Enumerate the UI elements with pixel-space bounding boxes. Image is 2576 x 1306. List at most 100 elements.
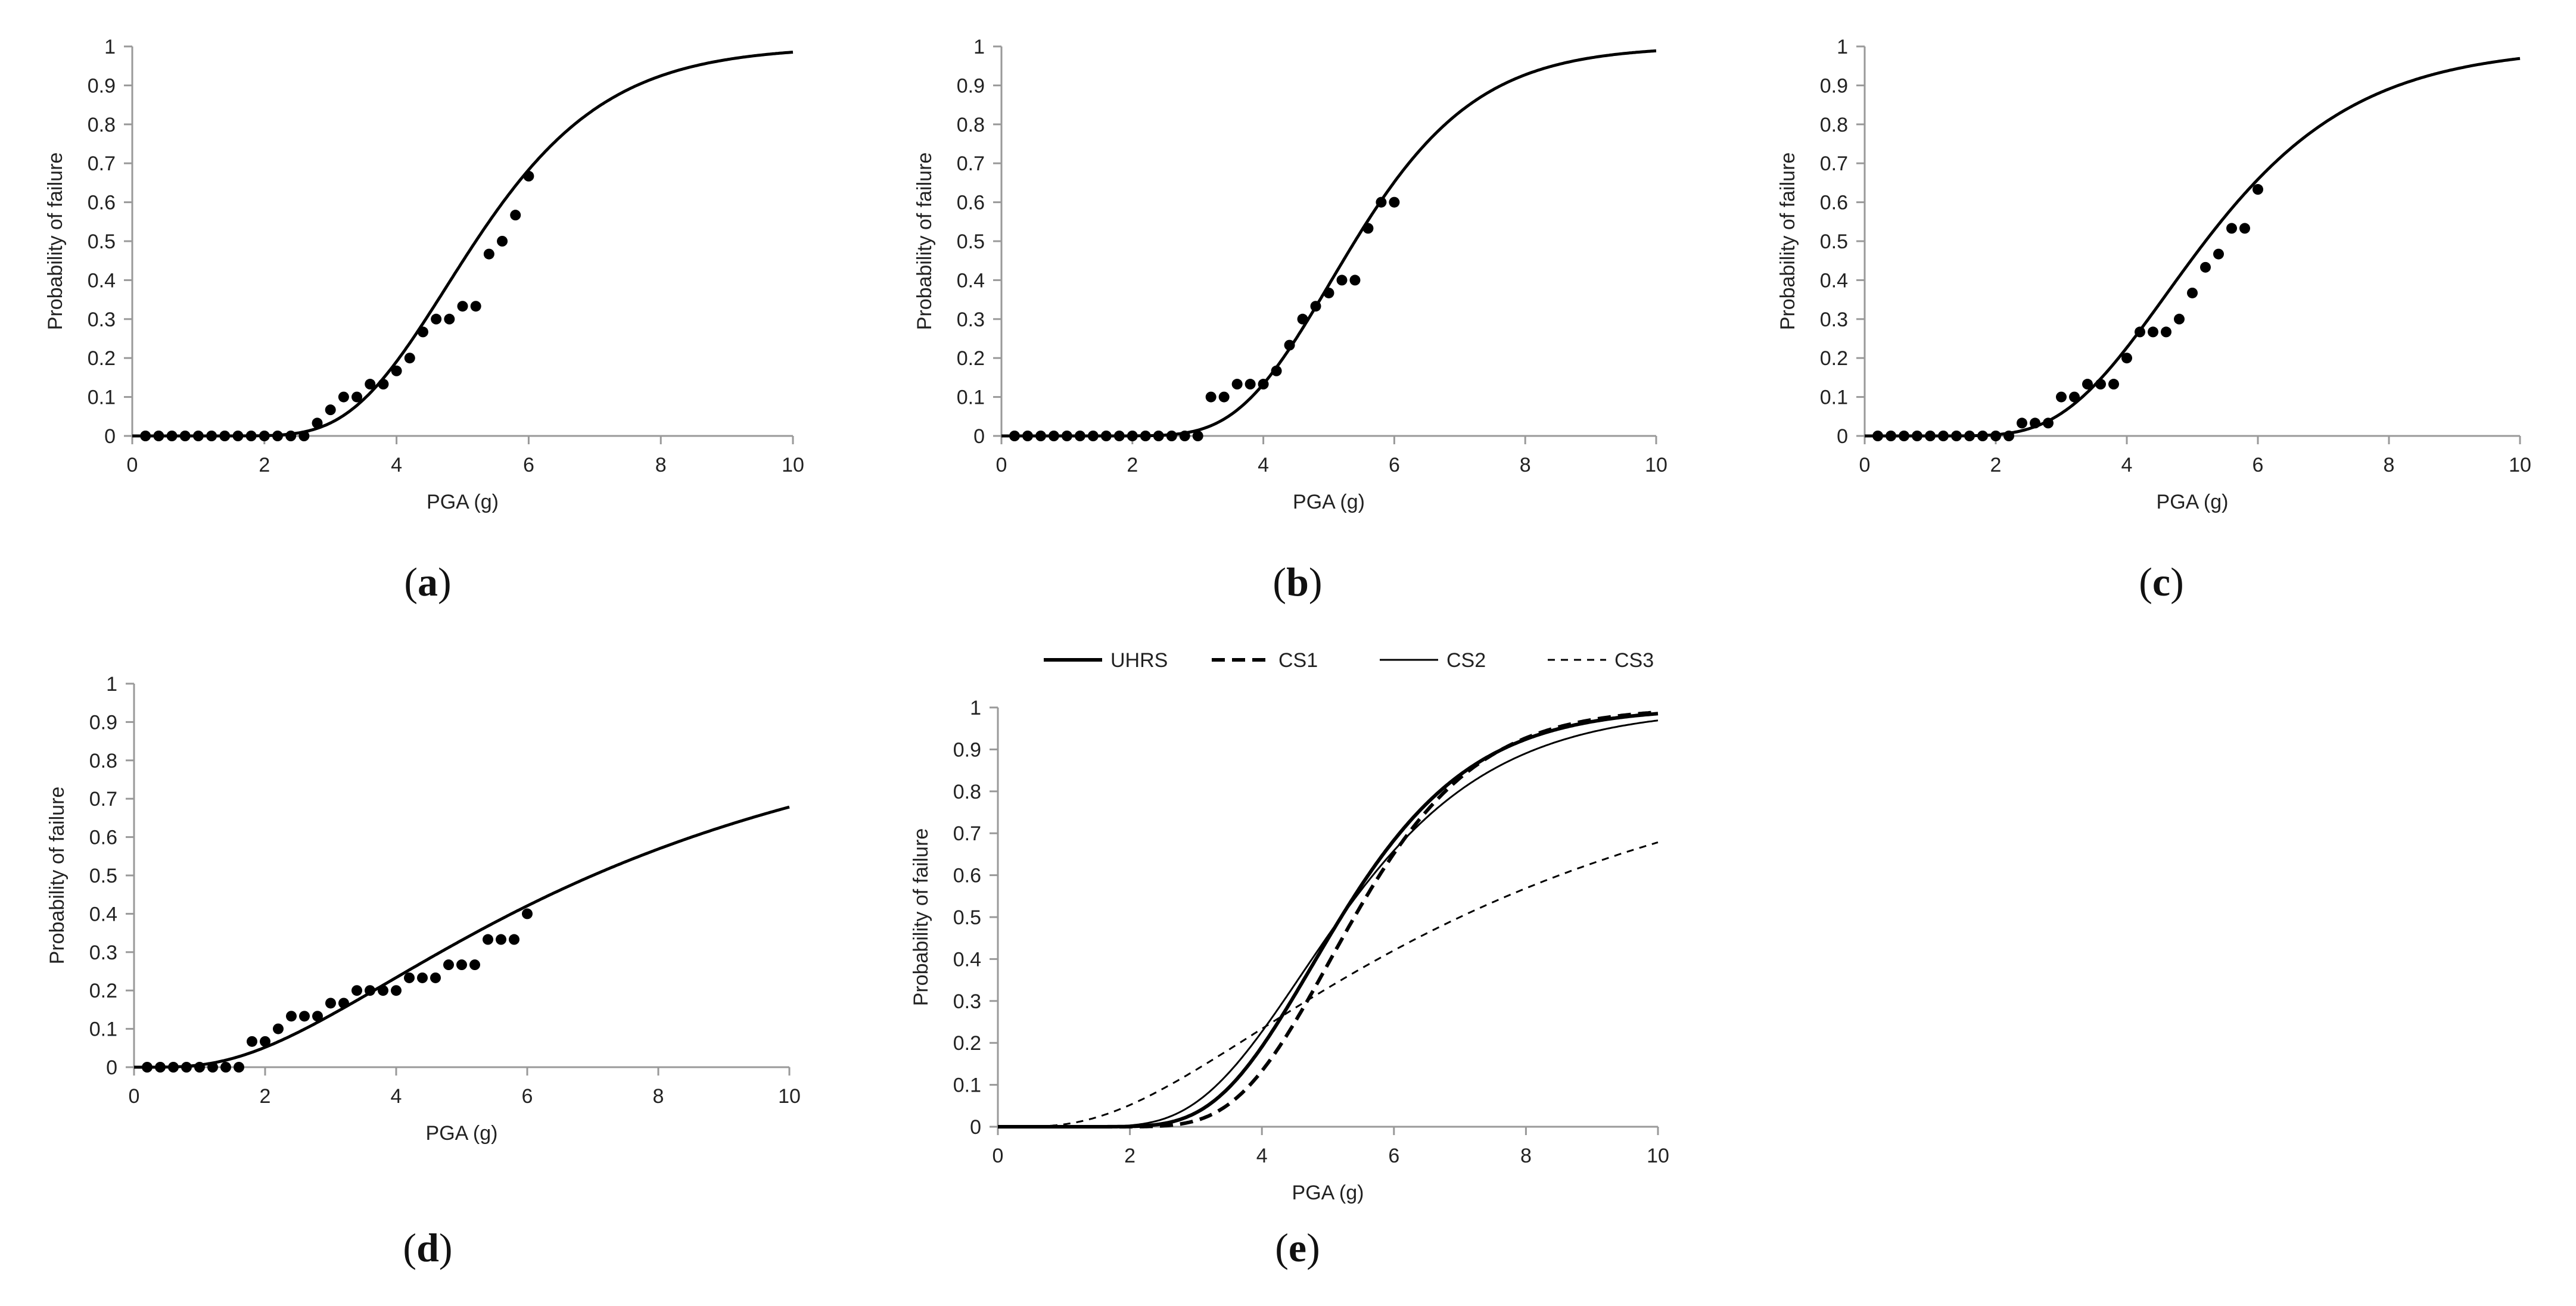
data-point xyxy=(1925,431,1936,441)
data-point xyxy=(2200,261,2211,273)
y-tick-label: 1 xyxy=(973,36,985,58)
chart-panel-a: 00.10.20.30.40.50.60.70.80.910 2 4 6 8 10PGA … xyxy=(44,36,804,604)
data-point xyxy=(1061,431,1072,441)
data-point xyxy=(220,1062,231,1073)
data-point xyxy=(431,313,442,325)
x-tick-label: 8 xyxy=(1520,1145,1532,1167)
x-tick-label: 2 xyxy=(1124,1145,1135,1167)
y-tick-label: 0.5 xyxy=(957,230,985,253)
data-point xyxy=(351,985,362,996)
data-point xyxy=(2095,379,2106,390)
data-point xyxy=(2135,326,2145,338)
data-point xyxy=(1127,431,1138,441)
y-tick-label: 0.1 xyxy=(953,1074,981,1097)
data-point xyxy=(497,236,508,247)
y-tick-label: 0.1 xyxy=(88,386,116,409)
data-point xyxy=(1048,431,1059,441)
y-tick-label: 0.3 xyxy=(89,942,117,964)
data-point xyxy=(522,908,533,920)
y-tick-label: 0.8 xyxy=(88,114,116,136)
data-point xyxy=(1192,431,1203,441)
x-tick-label: 0 xyxy=(996,454,1007,476)
series-line-cs3 xyxy=(998,841,1659,1128)
y-tick-label: 1 xyxy=(104,36,116,58)
data-point xyxy=(273,1023,284,1034)
y-tick-label: 0.5 xyxy=(1820,230,1848,253)
data-point xyxy=(1205,391,1217,403)
x-axis-title: PGA (g) xyxy=(427,491,499,513)
y-tick-label: 0.4 xyxy=(1820,269,1848,292)
data-point xyxy=(2239,223,2250,234)
y-tick-label: 0.4 xyxy=(88,269,116,292)
y-tick-label: 0.9 xyxy=(953,738,981,761)
data-point xyxy=(166,431,178,441)
legend-label-uhrs: UHRS xyxy=(1110,649,1168,672)
y-tick-label: 0.5 xyxy=(953,906,981,929)
panel-label: (e) xyxy=(1275,1225,1320,1270)
data-point xyxy=(351,391,363,403)
y-axis-title: Probability of failure xyxy=(44,152,67,331)
data-point xyxy=(1938,431,1949,441)
data-point xyxy=(509,934,519,945)
data-point xyxy=(1258,379,1269,390)
y-tick-label: 0.4 xyxy=(89,903,117,925)
y-tick-label: 0.8 xyxy=(89,750,117,772)
y-tick-label: 0.5 xyxy=(89,865,117,887)
x-tick-label: 2 xyxy=(259,454,270,476)
chart-panel-c: 00.10.20.30.40.50.60.70.80.910 2 4 6 8 10PGA … xyxy=(1777,36,2531,604)
data-point xyxy=(1872,431,1883,441)
data-point xyxy=(272,431,283,441)
y-tick-label: 0.2 xyxy=(953,1032,981,1055)
data-point xyxy=(2108,379,2119,390)
fitted-fragility-curve xyxy=(1001,49,1657,438)
x-tick-label: 4 xyxy=(391,1085,402,1108)
y-tick-label: 0 xyxy=(104,425,116,448)
data-point xyxy=(2226,223,2237,234)
data-point xyxy=(2161,326,2171,338)
y-axis-title: Probability of failure xyxy=(46,787,69,965)
panel-label: (b) xyxy=(1273,559,1322,604)
data-point xyxy=(285,431,297,441)
data-point xyxy=(391,985,402,996)
data-point xyxy=(168,1062,179,1073)
y-tick-label: 0.3 xyxy=(88,308,116,331)
data-point xyxy=(1231,379,1243,390)
x-tick-label: 0 xyxy=(1859,454,1871,476)
y-tick-label: 0.8 xyxy=(957,114,985,136)
data-point xyxy=(1886,431,1896,441)
data-point xyxy=(2043,417,2054,429)
x-tick-label: 4 xyxy=(1258,454,1269,476)
data-point xyxy=(179,431,191,441)
y-tick-label: 0.8 xyxy=(953,781,981,803)
data-point xyxy=(444,313,455,325)
y-tick-label: 0.6 xyxy=(1820,192,1848,214)
data-point xyxy=(1271,365,1282,376)
data-point xyxy=(1153,431,1164,441)
y-tick-label: 0.1 xyxy=(89,1018,117,1041)
y-tick-label: 0.7 xyxy=(88,152,116,175)
y-tick-label: 0.3 xyxy=(953,990,981,1013)
y-tick-label: 0.2 xyxy=(1820,347,1848,370)
y-tick-label: 0.2 xyxy=(88,347,116,370)
data-point xyxy=(404,353,415,364)
data-point xyxy=(469,959,480,971)
data-point xyxy=(207,1062,218,1073)
data-point xyxy=(2017,417,2027,429)
y-tick-label: 0.9 xyxy=(88,74,116,97)
data-point xyxy=(443,959,454,971)
x-tick-label: 6 xyxy=(522,1085,533,1108)
data-point xyxy=(2213,248,2224,260)
x-tick-label: 0 xyxy=(129,1085,140,1108)
data-point xyxy=(1100,431,1112,441)
data-point xyxy=(192,431,204,441)
x-tick-label: 10 xyxy=(1645,454,1667,476)
x-tick-label: 4 xyxy=(2121,454,2133,476)
data-point xyxy=(232,431,244,441)
x-tick-label: 2 xyxy=(260,1085,271,1108)
data-point xyxy=(2056,391,2067,403)
x-tick-label: 8 xyxy=(2384,454,2395,476)
x-tick-label: 0 xyxy=(127,454,138,476)
series-line-cs2 xyxy=(998,719,1659,1128)
data-point xyxy=(247,1036,257,1047)
x-axis-title: PGA (g) xyxy=(1293,491,1365,513)
